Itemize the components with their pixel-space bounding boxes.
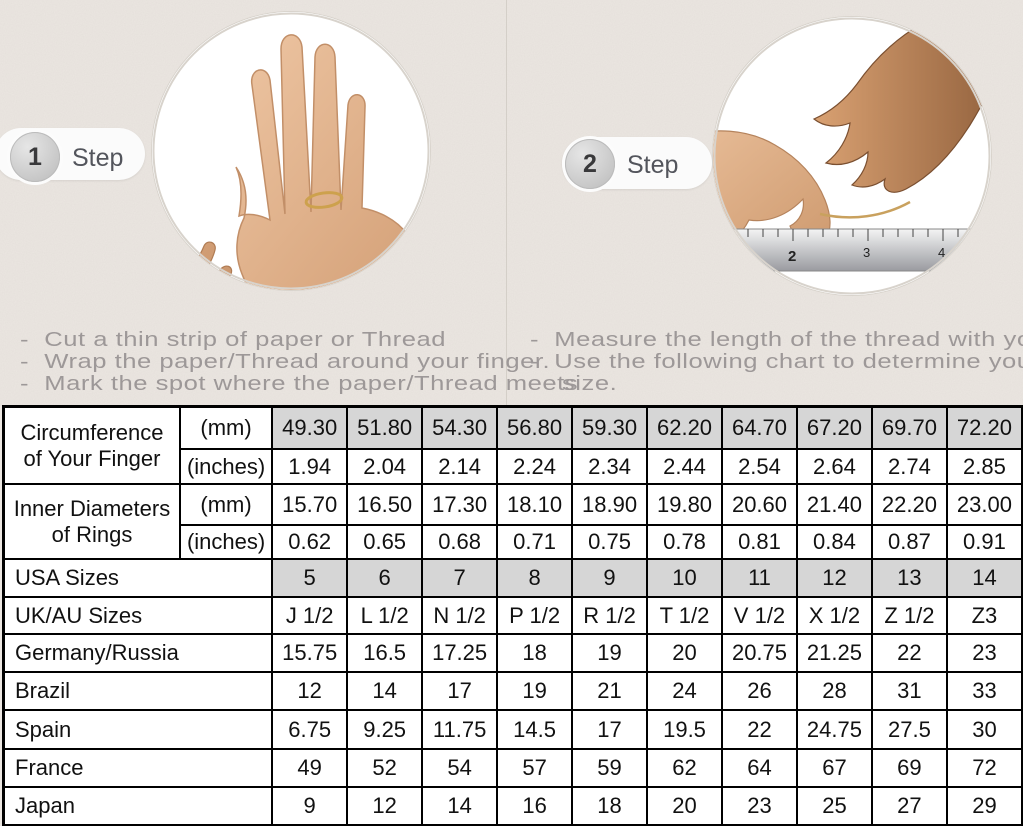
svg-text:1: 1 [715, 245, 722, 260]
svg-text:2: 2 [788, 248, 796, 265]
svg-text:3: 3 [863, 245, 870, 260]
